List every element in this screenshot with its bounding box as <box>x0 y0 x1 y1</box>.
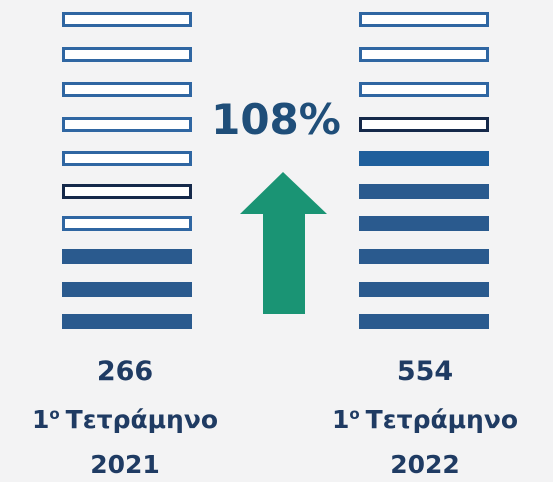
bar-icon <box>62 184 192 199</box>
bar-icon <box>359 282 489 297</box>
bar-icon <box>62 151 192 166</box>
year-label: 2022 <box>390 450 460 479</box>
period-suffix: ο <box>349 405 359 423</box>
period-label: 1ο Τετράμηνο <box>332 405 518 434</box>
bar-icon <box>62 216 192 231</box>
period-name: Τετράμηνο <box>366 405 518 434</box>
bar-icon <box>62 12 192 27</box>
bar-icon <box>359 151 489 166</box>
bar-icon <box>359 249 489 264</box>
period-number: 1 <box>332 405 349 434</box>
bar-icon <box>359 12 489 27</box>
up-arrow <box>240 172 327 314</box>
bar-icon <box>359 47 489 62</box>
value-label: 266 <box>97 356 153 387</box>
period-label: 1ο Τετράμηνο <box>32 405 218 434</box>
bar-icon <box>62 282 192 297</box>
period-suffix: ο <box>49 405 59 423</box>
bar-icon <box>359 314 489 329</box>
period-number: 1 <box>32 405 49 434</box>
bar-icon <box>359 184 489 199</box>
bar-icon <box>62 314 192 329</box>
bar-icon <box>62 249 192 264</box>
bar-icon <box>62 47 192 62</box>
period-name: Τετράμηνο <box>66 405 218 434</box>
bar-icon <box>359 82 489 97</box>
bar-icons <box>62 12 489 329</box>
bar-icon <box>359 117 489 132</box>
bar-icon <box>62 117 192 132</box>
year-label: 2021 <box>90 450 160 479</box>
change-label: 108% <box>211 95 341 144</box>
value-label: 554 <box>397 356 453 387</box>
bar-icon <box>359 216 489 231</box>
bar-icon <box>62 82 192 97</box>
